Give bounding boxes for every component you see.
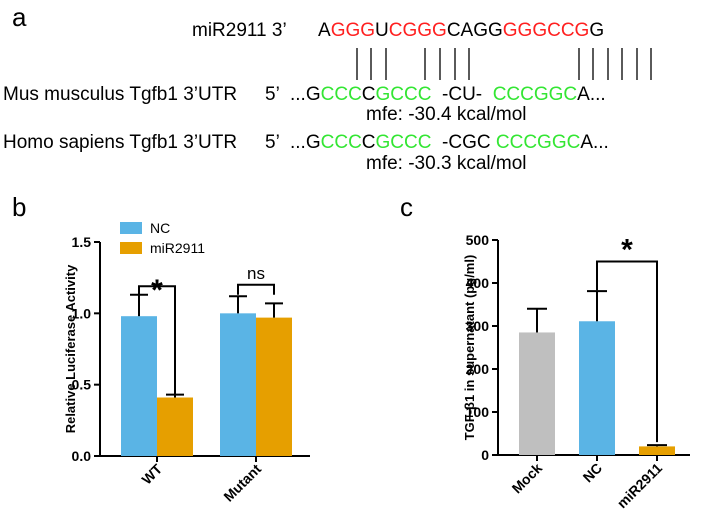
y-tick-label: 1.0 — [72, 305, 92, 321]
y-tick-label: 0 — [481, 447, 489, 463]
y-tick-label: 500 — [466, 232, 490, 248]
x-tick-label: Mutant — [220, 461, 264, 505]
mouse-utr-label: Mus musculus Tgfb1 3’UTR — [3, 84, 238, 105]
y-tick-label: 400 — [466, 275, 490, 291]
mouse-utr-sequence: ...GCCCCGCCC -CU- CCCGGCA... — [290, 84, 606, 106]
sequence-segment: ...G — [290, 84, 321, 105]
x-tick-label: Mock — [508, 460, 545, 497]
bar-miR2911 — [639, 446, 675, 455]
bar-NC-WT — [121, 316, 157, 456]
sequence-segment: ...G — [290, 132, 321, 153]
significance-bracket-mutant — [237, 283, 275, 295]
sequence-segment: CCC — [320, 84, 362, 105]
legend-label-miR2911: miR2911 — [150, 240, 205, 256]
panel-a-letter: a — [12, 2, 27, 32]
significance-ns-mutant: ns — [247, 264, 265, 283]
legend-swatch-miR2911 — [120, 242, 142, 254]
sequence-segment: A... — [577, 84, 606, 105]
bar-Mock — [519, 332, 555, 455]
bar-NC — [579, 321, 615, 455]
legend-label-NC: NC — [150, 220, 170, 236]
panel-b-letter: b — [12, 192, 27, 222]
chart-c-tgfb1: 0 100 200 300 400 500 TGF-β1 in supernatant (p… — [462, 232, 690, 512]
sequence-segment: CCCGGC — [495, 132, 581, 153]
significance-bracket-wt — [138, 285, 176, 395]
sequence-segment: CCCGGC — [492, 84, 578, 105]
significance-bracket-nc-mir2911 — [596, 260, 658, 443]
human-utr-row: Homo sapiens Tgfb1 3’UTR 5’ ...GCCCCGCCC… — [0, 132, 708, 158]
mouse-utr-row: Mus musculus Tgfb1 3’UTR 5’ ...GCCCCGCCC… — [0, 84, 708, 110]
sequence-segment: -CU- — [431, 84, 493, 105]
sequence-segment: U — [375, 20, 389, 41]
significance-star-c: * — [621, 234, 633, 267]
sequence-segment: CCC — [320, 132, 362, 153]
human-mfe: mfe: -30.3 kcal/mol — [366, 153, 527, 174]
sequence-segment: A... — [580, 132, 609, 153]
sequence-segment: GGGCCG — [502, 20, 590, 41]
y-tick-label: 0.0 — [72, 448, 92, 464]
base-pairing-lines — [356, 48, 652, 80]
sequence-segment: GCCC — [375, 84, 432, 105]
sequence-segment: CAGG — [446, 20, 503, 41]
mouse-mfe: mfe: -30.4 kcal/mol — [366, 104, 527, 125]
sequence-segment: GCCC — [375, 132, 432, 153]
sequence-segment: CGGG — [388, 20, 447, 41]
y-tick-label: 0.5 — [72, 377, 92, 393]
bar-NC-Mutant — [220, 313, 256, 456]
legend-swatch-NC — [120, 222, 142, 234]
bar-miR2911-WT — [157, 397, 193, 456]
chart-b-luciferase: 0.0 0.5 1.0 1.5 Relative Luciferase Activity… — [63, 220, 310, 505]
sequence-segment: C — [361, 84, 376, 105]
human-five-prime: 5’ — [265, 132, 280, 153]
human-utr-sequence: ...GCCCCGCCC -CGC CCCGGCA... — [290, 132, 609, 154]
sequence-segment: A — [318, 20, 331, 41]
mir2911-sequence: AGGGUCGGGCAGGGGGCCGG — [318, 20, 604, 42]
y-axis-label: Relative Luciferase Activity — [63, 264, 78, 433]
sequence-segment: -CGC — [431, 132, 496, 153]
bar-miR2911-Mutant — [256, 317, 292, 456]
sequence-segment: C — [361, 132, 376, 153]
panel-c-letter: c — [400, 192, 413, 222]
mouse-five-prime: 5’ — [265, 84, 280, 105]
x-tick-label: miR2911 — [614, 460, 666, 512]
x-tick-label: WT — [138, 460, 165, 487]
y-axis-label: TGF-β1 in supernatant (pg/ml) — [462, 255, 477, 441]
y-tick-label: 100 — [466, 404, 490, 420]
significance-star-wt: * — [151, 274, 163, 307]
sequence-segment: G — [589, 20, 605, 41]
human-utr-label: Homo sapiens Tgfb1 3’UTR — [3, 132, 238, 153]
x-tick-label: NC — [579, 460, 605, 486]
y-tick-label: 200 — [466, 361, 490, 377]
mir2911-sequence-row: miR2911 3’ AGGGUCGGGCAGGGGGCCGG — [0, 20, 708, 46]
sequence-segment: GGG — [330, 20, 376, 41]
mir2911-label: miR2911 3’ — [192, 20, 287, 41]
y-tick-label: 300 — [466, 318, 490, 334]
y-tick-label: 1.5 — [72, 234, 92, 250]
